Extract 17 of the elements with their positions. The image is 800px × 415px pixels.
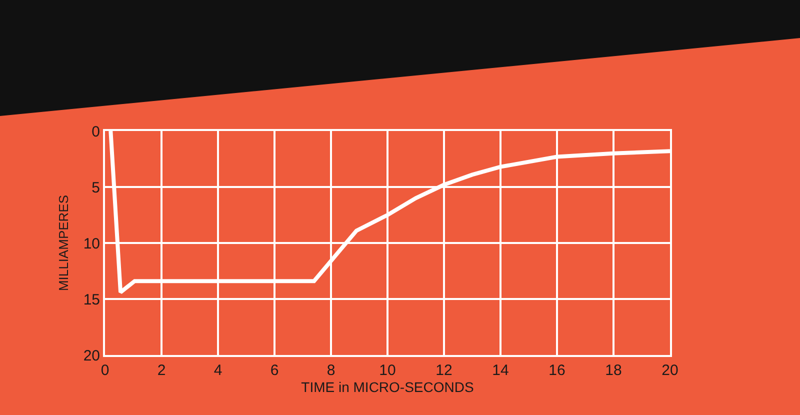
y-tick-label: 5: [92, 179, 100, 196]
x-tick-label: 2: [157, 362, 166, 379]
x-tick-label: 16: [548, 362, 566, 379]
y-axis-title: MILLIAMPERES: [56, 194, 71, 292]
x-tick-label: 12: [436, 362, 452, 379]
y-tick-label: 0: [92, 123, 100, 140]
x-tick-label: 4: [214, 362, 222, 379]
x-axis-title: TIME in MICRO-SECONDS: [301, 379, 474, 395]
x-tick-label: 20: [662, 362, 678, 379]
x-tick-label: 6: [270, 362, 279, 379]
y-tick-label: 20: [83, 347, 100, 364]
y-tick-label: 15: [83, 291, 100, 308]
x-tick-label: 10: [379, 362, 396, 379]
y-tick-label: 10: [83, 235, 100, 252]
x-tick-label: 8: [326, 362, 336, 379]
x-tick-label: 14: [492, 362, 509, 379]
x-tick-label: 18: [605, 362, 622, 379]
